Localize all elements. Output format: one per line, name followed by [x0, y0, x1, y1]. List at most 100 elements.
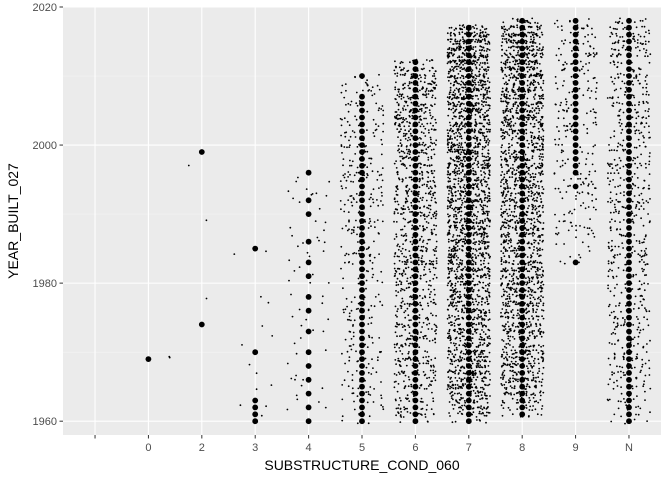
- jitter-point: [419, 384, 422, 387]
- jitter-point: [395, 414, 397, 417]
- jitter-point: [486, 55, 489, 58]
- jitter-point: [402, 150, 405, 153]
- jitter-point: [396, 194, 399, 196]
- jitter-point: [483, 324, 486, 326]
- jitter-point: [378, 107, 381, 110]
- jitter-point: [423, 112, 426, 114]
- jitter-point: [424, 350, 426, 353]
- jitter-point: [380, 350, 382, 353]
- jitter-point: [474, 298, 477, 300]
- jitter-point: [458, 40, 461, 43]
- jitter-point: [458, 377, 461, 379]
- jitter-point: [457, 241, 460, 244]
- jitter-point: [430, 291, 432, 293]
- jitter-point: [428, 211, 431, 214]
- jitter-point: [434, 379, 437, 382]
- jitter-point: [514, 179, 517, 182]
- jitter-point: [342, 174, 345, 177]
- jitter-point: [405, 167, 408, 170]
- jitter-point: [479, 398, 481, 400]
- jitter-point: [541, 128, 544, 131]
- jitter-point: [409, 128, 412, 131]
- jitter-point: [479, 82, 482, 84]
- jitter-point: [353, 174, 356, 177]
- jitter-point: [449, 261, 452, 264]
- jitter-point: [453, 96, 456, 99]
- jitter-point: [429, 193, 432, 196]
- jitter-point: [403, 125, 406, 128]
- jitter-point: [286, 408, 289, 411]
- jitter-point: [455, 243, 457, 246]
- jitter-point: [344, 261, 346, 264]
- jitter-point: [530, 35, 532, 38]
- jitter-point: [424, 413, 427, 416]
- jitter-point: [508, 339, 511, 342]
- jitter-point: [402, 372, 405, 375]
- jitter-point: [450, 282, 453, 285]
- jitter-point: [446, 298, 449, 301]
- jitter-point: [537, 229, 540, 232]
- jitter-point: [318, 239, 320, 242]
- jitter-point: [446, 51, 449, 54]
- jitter-point: [449, 336, 452, 339]
- jitter-point: [447, 349, 450, 352]
- jitter-point: [507, 335, 510, 338]
- jitter-point: [455, 259, 458, 261]
- jitter-point: [411, 236, 414, 239]
- jitter-point: [454, 273, 457, 276]
- jitter-point: [425, 280, 428, 283]
- jitter-point: [478, 34, 481, 37]
- jitter-point: [500, 270, 503, 273]
- jitter-point: [484, 193, 486, 196]
- jitter-point: [452, 291, 455, 293]
- jitter-point: [427, 385, 430, 387]
- jitter-point: [537, 276, 539, 279]
- jitter-point: [430, 138, 432, 141]
- jitter-point: [449, 91, 452, 94]
- jitter-point: [461, 148, 464, 151]
- jitter-point: [397, 212, 399, 215]
- jitter-point: [397, 291, 400, 293]
- jitter-point: [517, 239, 520, 242]
- jitter-point: [407, 286, 410, 289]
- jitter-point: [471, 226, 474, 228]
- jitter-point: [345, 252, 348, 255]
- jitter-point: [341, 152, 343, 154]
- jitter-point: [399, 142, 402, 145]
- jitter-point: [458, 198, 461, 200]
- jitter-point: [517, 65, 520, 68]
- jitter-point: [480, 338, 483, 341]
- jitter-point: [405, 132, 408, 135]
- jitter-point: [474, 46, 477, 48]
- jitter-point: [239, 404, 242, 407]
- jitter-point: [541, 33, 544, 36]
- jitter-point: [447, 386, 450, 388]
- jitter-point: [422, 239, 425, 242]
- jitter-point: [511, 293, 514, 296]
- jitter-point: [432, 400, 435, 403]
- jitter-point: [340, 91, 343, 94]
- jitter-point: [461, 86, 463, 89]
- jitter-point: [530, 222, 533, 225]
- jitter-point: [375, 128, 378, 131]
- jitter-point: [446, 356, 449, 359]
- jitter-point: [507, 302, 509, 305]
- jitter-point: [410, 109, 413, 111]
- jitter-point: [516, 294, 518, 297]
- jitter-point: [537, 280, 540, 282]
- jitter-point: [404, 385, 407, 387]
- jitter-point: [355, 370, 358, 372]
- jitter-point: [394, 98, 397, 100]
- jitter-point: [205, 219, 208, 222]
- jitter-point: [527, 336, 529, 339]
- jitter-point: [402, 205, 405, 207]
- jitter-point: [373, 305, 376, 308]
- jitter-point: [535, 184, 538, 187]
- jitter-point: [417, 263, 420, 266]
- jitter-point: [473, 400, 475, 403]
- jitter-point: [534, 239, 537, 242]
- jitter-point: [481, 275, 484, 278]
- jitter-point: [411, 114, 414, 117]
- jitter-point: [394, 252, 397, 254]
- jitter-point: [423, 388, 426, 390]
